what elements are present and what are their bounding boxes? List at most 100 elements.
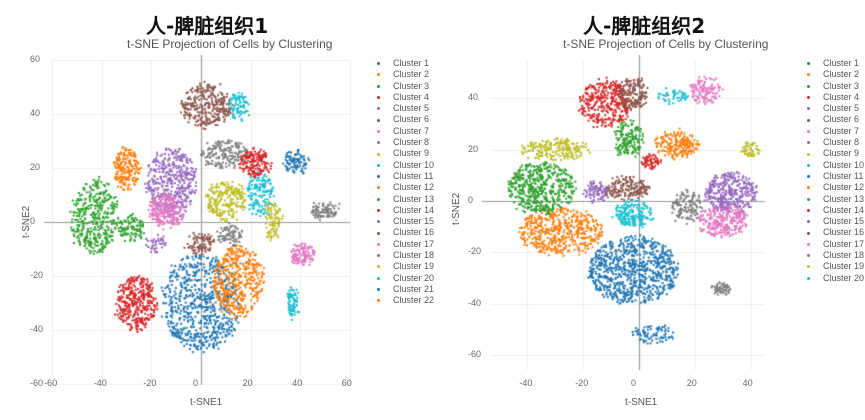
x-tick: 60 — [341, 378, 352, 388]
y-tick: 0 — [468, 195, 474, 205]
legend-marker-icon — [377, 299, 380, 303]
legend-item[interactable]: Cluster 9 — [807, 148, 864, 159]
x-tick: -60 — [44, 378, 58, 388]
legend-item[interactable]: Cluster 6 — [377, 114, 434, 125]
legend-item[interactable]: Cluster 16 — [807, 227, 864, 238]
legend-marker-icon — [807, 242, 810, 246]
chart-panel-2: 人-脾脏组织2 t-SNE Projection of Cells by Clu… — [435, 0, 865, 420]
y-tick: 20 — [468, 143, 479, 154]
legend-item[interactable]: Cluster 14 — [377, 205, 434, 216]
legend-label: Cluster 1 — [823, 58, 860, 68]
legend-item[interactable]: Cluster 4 — [807, 92, 864, 103]
legend-item[interactable]: Cluster 20 — [377, 273, 434, 284]
legend-label: Cluster 16 — [823, 227, 865, 238]
legend-marker-icon — [377, 209, 380, 212]
legend-label: Cluster 6 — [393, 114, 430, 125]
legend-label: Cluster 4 — [393, 91, 430, 102]
legend-item[interactable]: Cluster 7 — [377, 126, 434, 137]
scatter-plot-2[interactable] — [435, 0, 865, 420]
legend-item[interactable]: Cluster 4 — [377, 92, 434, 103]
legend-item[interactable]: Cluster 15 — [807, 216, 864, 227]
legend-label: Cluster 13 — [393, 193, 435, 204]
legend-marker-icon — [377, 220, 380, 224]
legend-item[interactable]: Cluster 7 — [807, 126, 864, 137]
x-axis-label-2: t-SNE1 — [625, 397, 658, 408]
legend-label: Cluster 11 — [393, 170, 434, 181]
legend-item[interactable]: Cluster 12 — [377, 182, 434, 193]
legend-item[interactable]: Cluster 2 — [377, 69, 434, 80]
legend-marker-icon — [807, 276, 810, 280]
x-tick: 40 — [742, 378, 753, 388]
legend-marker-icon — [807, 141, 810, 145]
legend-item[interactable]: Cluster 5 — [377, 103, 434, 114]
legend-label: Cluster 19 — [393, 261, 435, 272]
legend-2[interactable]: Cluster 1 Cluster 2 Cluster 3 Cluster 4 Clus… — [807, 58, 864, 284]
legend-marker-icon — [377, 175, 380, 179]
legend-item[interactable]: Cluster 13 — [377, 194, 434, 205]
legend-item[interactable]: Cluster 18 — [377, 250, 434, 261]
scatter-plot-1[interactable] — [0, 0, 435, 420]
legend-marker-icon — [807, 152, 810, 156]
legend-item[interactable]: Cluster 14 — [807, 205, 864, 216]
legend-item[interactable]: Cluster 15 — [377, 216, 434, 227]
legend-item[interactable]: Cluster 5 — [807, 103, 864, 114]
legend-item[interactable]: Cluster 11 — [377, 171, 434, 182]
legend-item[interactable]: Cluster 18 — [807, 250, 864, 261]
legend-label: Cluster 8 — [393, 137, 430, 148]
legend-marker-icon — [377, 73, 380, 77]
legend-item[interactable]: Cluster 13 — [807, 194, 864, 205]
legend-item[interactable]: Cluster 19 — [377, 261, 434, 272]
legend-item[interactable]: Cluster 19 — [807, 261, 864, 272]
y-axis-label-2: t-SNE2 — [451, 192, 462, 225]
y-tick: 20 — [30, 162, 41, 172]
legend-marker-icon — [807, 265, 810, 269]
legend-item[interactable]: Cluster 22 — [377, 295, 434, 306]
legend-item[interactable]: Cluster 2 — [807, 69, 864, 80]
legend-label: Cluster 15 — [393, 216, 435, 227]
legend-item[interactable]: Cluster 10 — [807, 160, 864, 171]
legend-marker-icon — [377, 84, 380, 88]
legend-item[interactable]: Cluster 3 — [377, 81, 434, 92]
legend-item[interactable]: Cluster 16 — [377, 227, 434, 238]
legend-item[interactable]: Cluster 1 — [807, 58, 864, 69]
legend-label: Cluster 8 — [823, 137, 860, 148]
x-tick: -20 — [143, 378, 157, 388]
legend-marker-icon — [377, 163, 380, 167]
legend-marker-icon — [807, 231, 810, 235]
legend-label: Cluster 9 — [393, 148, 430, 159]
legend-label: Cluster 7 — [393, 125, 430, 136]
legend-label: Cluster 4 — [823, 91, 860, 102]
legend-label: Cluster 3 — [823, 80, 860, 91]
y-tick: 40 — [468, 92, 479, 103]
legend-label: Cluster 18 — [823, 250, 865, 261]
legend-item[interactable]: Cluster 1 — [377, 58, 434, 69]
legend-marker-icon — [807, 118, 810, 122]
legend-marker-icon — [807, 129, 810, 133]
legend-item[interactable]: Cluster 3 — [807, 81, 864, 92]
legend-marker-icon — [377, 62, 380, 66]
legend-marker-icon — [807, 186, 810, 190]
legend-item[interactable]: Cluster 11 — [807, 171, 864, 182]
x-tick: 20 — [242, 378, 253, 388]
legend-item[interactable]: Cluster 8 — [377, 137, 434, 148]
legend-item[interactable]: Cluster 10 — [377, 160, 434, 171]
legend-item[interactable]: Cluster 9 — [377, 148, 434, 159]
legend-marker-icon — [377, 288, 380, 292]
legend-marker-icon — [807, 107, 810, 111]
legend-item[interactable]: Cluster 6 — [807, 114, 864, 125]
legend-item[interactable]: Cluster 17 — [807, 239, 864, 250]
y-axis-label-1: t-SNE2 — [21, 205, 32, 238]
legend-item[interactable]: Cluster 21 — [377, 284, 434, 295]
y-tick: 40 — [30, 108, 41, 118]
legend-1[interactable]: Cluster 1 Cluster 2 Cluster 3 Cluster 4 Clus… — [377, 58, 434, 307]
legend-item[interactable]: Cluster 17 — [377, 239, 434, 250]
legend-marker-icon — [807, 220, 810, 224]
legend-item[interactable]: Cluster 12 — [807, 182, 864, 193]
legend-item[interactable]: Cluster 8 — [807, 137, 864, 148]
legend-item[interactable]: Cluster 20 — [807, 273, 864, 284]
legend-label: Cluster 10 — [823, 159, 865, 170]
legend-label: Cluster 2 — [393, 69, 430, 80]
legend-marker-icon — [377, 254, 380, 258]
legend-marker-icon — [377, 152, 380, 156]
legend-label: Cluster 14 — [393, 204, 435, 215]
